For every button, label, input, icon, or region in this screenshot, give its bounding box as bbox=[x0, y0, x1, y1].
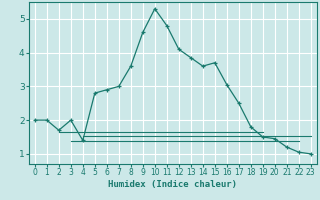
X-axis label: Humidex (Indice chaleur): Humidex (Indice chaleur) bbox=[108, 180, 237, 189]
